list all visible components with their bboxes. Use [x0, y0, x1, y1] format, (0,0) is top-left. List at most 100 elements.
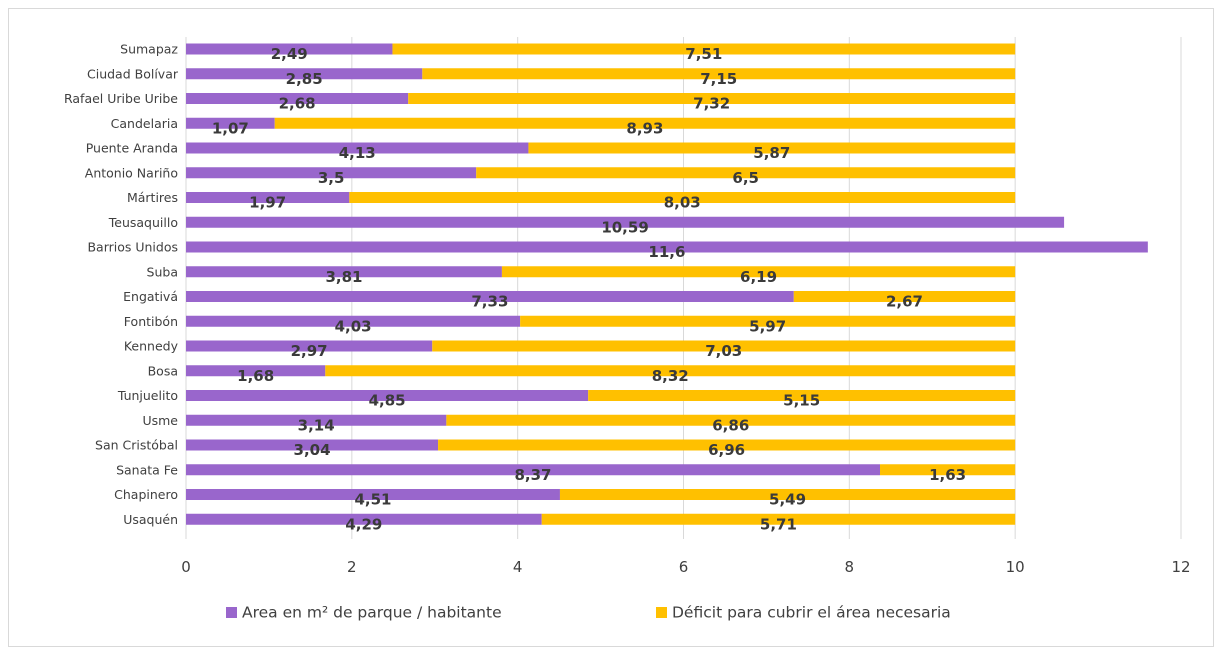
data-label: 3,14 — [298, 416, 335, 434]
bar-deficit — [476, 167, 1016, 179]
data-label: 5,87 — [753, 144, 790, 162]
data-label: 8,93 — [626, 119, 663, 137]
category-label: Candelaria — [111, 116, 178, 131]
bar-park-area — [186, 291, 794, 302]
data-label: 4,13 — [339, 144, 376, 162]
data-label: 7,32 — [693, 95, 730, 113]
legend-swatch — [226, 607, 237, 618]
x-tick-label: 12 — [1171, 558, 1190, 576]
data-label: 1,63 — [929, 466, 966, 484]
bar-park-area — [186, 192, 350, 203]
data-label: 6,5 — [732, 169, 759, 187]
bar-park-area — [186, 117, 275, 129]
x-tick-label: 2 — [347, 558, 357, 576]
data-label: 11,6 — [648, 243, 685, 261]
category-label: Sumapaz — [120, 42, 178, 57]
data-label: 6,19 — [740, 268, 777, 286]
bar-park-area — [186, 68, 423, 80]
bar-deficit — [438, 439, 1016, 451]
data-label: 2,67 — [886, 293, 923, 311]
x-tick-label: 0 — [181, 558, 191, 576]
data-label: 2,49 — [271, 45, 308, 63]
category-label: Tunjuelito — [117, 388, 178, 403]
data-label: 2,97 — [291, 342, 328, 360]
bar-park-area — [186, 216, 1065, 228]
data-label: 7,15 — [700, 70, 737, 88]
category-label: Usaquén — [123, 512, 178, 527]
category-label: Bosa — [148, 363, 178, 378]
category-label: Usme — [142, 413, 178, 428]
data-label: 5,15 — [783, 392, 820, 410]
bars — [186, 43, 1148, 525]
data-label: 10,59 — [601, 218, 648, 236]
bar-deficit — [559, 489, 1016, 500]
data-label: 5,97 — [749, 317, 786, 335]
data-label: 4,03 — [335, 317, 372, 335]
bar-deficit — [274, 117, 1016, 129]
bar-deficit — [349, 192, 1016, 203]
category-label: Fontibón — [124, 314, 178, 329]
data-label: 5,49 — [769, 491, 806, 509]
category-label: Chapinero — [114, 487, 178, 502]
bar-park-area — [186, 439, 439, 451]
bar-park-area — [186, 241, 1148, 253]
data-label: 6,86 — [712, 416, 749, 434]
stacked-bar-chart: 2,49 7,51 2,85 7,15 2,68 7,32 1,07 8,93 4,13 5,87… — [64, 37, 1191, 622]
data-label: 3,81 — [325, 268, 362, 286]
data-label: 3,04 — [294, 441, 331, 459]
bar-park-area — [186, 167, 477, 179]
legend-label: Area en m² de parque / habitante — [242, 604, 502, 622]
bar-deficit — [422, 68, 1016, 80]
category-label: Engativá — [123, 289, 178, 304]
bar-park-area — [186, 142, 529, 154]
data-label: 8,37 — [514, 466, 551, 484]
bar-park-area — [186, 93, 409, 104]
bar-deficit — [520, 315, 1016, 327]
category-label: Kennedy — [124, 339, 179, 354]
data-label: 3,5 — [318, 169, 345, 187]
data-label: 4,51 — [354, 491, 391, 509]
bar-park-area — [186, 513, 542, 525]
category-label: Teusaquillo — [108, 215, 178, 230]
data-label: 5,71 — [760, 515, 797, 533]
data-labels: 2,49 7,51 2,85 7,15 2,68 7,32 1,07 8,93 4,13 5,87… — [212, 45, 966, 533]
data-label: 2,85 — [286, 70, 323, 88]
legend: Area en m² de parque / habitante Déficit … — [226, 604, 951, 622]
bar-park-area — [186, 464, 881, 476]
data-label: 7,51 — [685, 45, 722, 63]
category-label: Sanata Fe — [116, 462, 178, 477]
bar-park-area — [186, 315, 521, 327]
data-label: 2,68 — [279, 95, 316, 113]
category-label: Barrios Unidos — [87, 240, 178, 255]
bar-park-area — [186, 340, 433, 352]
category-label: Suba — [147, 264, 178, 279]
bar-deficit — [528, 142, 1016, 154]
bar-park-area — [186, 390, 589, 401]
data-label: 8,03 — [664, 194, 701, 212]
chart-frame: 2,49 7,51 2,85 7,15 2,68 7,32 1,07 8,93 4,13 5,87… — [8, 8, 1214, 647]
data-label: 7,03 — [705, 342, 742, 360]
category-label: Rafael Uribe Uribe — [64, 91, 178, 106]
data-label: 1,68 — [237, 367, 274, 385]
bar-deficit — [880, 464, 1016, 476]
bar-park-area — [186, 489, 560, 500]
bar-deficit — [392, 43, 1016, 55]
x-tick-label: 6 — [679, 558, 689, 576]
x-tick-label: 10 — [1006, 558, 1025, 576]
category-label: Puente Aranda — [86, 141, 178, 156]
legend-label: Déficit para cubrir el área necesaria — [672, 604, 951, 622]
data-label: 8,32 — [652, 367, 689, 385]
bar-deficit — [446, 414, 1016, 426]
category-label: Antonio Nariño — [85, 165, 178, 180]
bar-deficit — [501, 266, 1016, 278]
bar-park-area — [186, 414, 447, 426]
category-label: San Cristóbal — [95, 438, 178, 453]
bar-park-area — [186, 365, 326, 377]
bar-deficit — [408, 93, 1016, 104]
data-label: 4,29 — [345, 515, 382, 533]
x-tick-label: 4 — [513, 558, 523, 576]
data-label: 1,97 — [249, 194, 286, 212]
data-label: 4,85 — [369, 392, 406, 410]
gridlines — [185, 37, 1182, 539]
bar-deficit — [588, 390, 1016, 401]
